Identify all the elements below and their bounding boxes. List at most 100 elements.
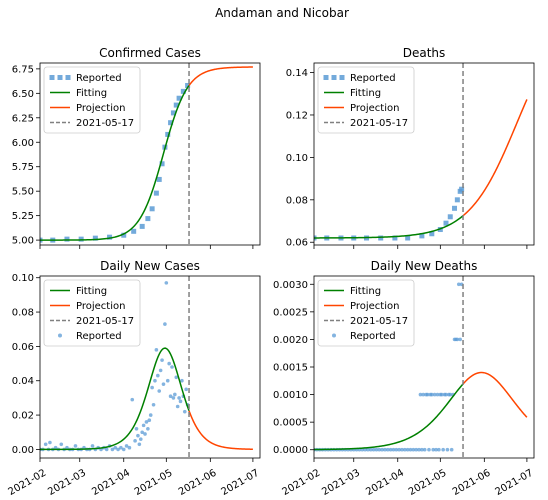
reported-point: [408, 447, 413, 452]
axes-frame: [313, 62, 535, 246]
y-tick-label: 0.06: [12, 342, 34, 353]
reported-point: [140, 430, 144, 435]
reported-point: [159, 161, 165, 167]
legend-marker: [332, 333, 336, 338]
reported-point: [180, 88, 186, 94]
reported-point: [394, 447, 399, 452]
reported-point: [388, 447, 393, 452]
legend-marker: [57, 75, 63, 80]
reported-point: [405, 235, 411, 241]
reported-point: [366, 447, 370, 452]
reported-point: [432, 392, 437, 397]
reported-point: [139, 223, 145, 229]
reported-point: [435, 392, 440, 397]
reported-point: [43, 442, 48, 447]
reported-point: [421, 392, 426, 397]
reported-point: [110, 447, 115, 452]
reported-point: [157, 389, 162, 393]
reported-point: [171, 396, 176, 400]
figure-suptitle: Andaman and Nicobar: [215, 6, 349, 20]
reported-point: [131, 228, 137, 234]
panel-daily-deaths: Daily New Deaths 0.0000 0.0005 0.0010 0.0015…: [273, 259, 535, 498]
y-tick-label: 0.10: [286, 153, 308, 164]
reported-point: [178, 399, 183, 404]
reported-point: [425, 392, 430, 397]
x-tick-label: 2021-05: [407, 468, 449, 498]
reported-point: [167, 361, 171, 366]
reported-point: [113, 445, 118, 450]
panel-deaths: Deaths 0.06 0.08 0.10 0.12 0.14 Reported Fittin…: [286, 46, 535, 249]
reported-point: [158, 368, 163, 373]
reported-point: [182, 409, 187, 414]
legend: Fitting Projection 2021-05-17 Reported: [43, 279, 141, 347]
plot-area: [40, 276, 253, 458]
legend-marker: [339, 75, 345, 80]
reported-point: [418, 392, 423, 397]
projection-line: [462, 99, 528, 217]
projection-line: [188, 410, 253, 450]
reported-point: [414, 447, 418, 452]
reported-point: [149, 206, 155, 212]
reported-point: [156, 176, 162, 182]
x-tick-label: 2021-04: [90, 468, 132, 498]
reported-point: [138, 437, 143, 441]
plot-area: [314, 276, 528, 458]
legend-label: Fitting: [350, 286, 381, 297]
y-tick-label: 5.50: [12, 187, 34, 198]
projection-line: [188, 66, 253, 86]
reported-point: [119, 445, 123, 450]
panel-daily-cases: Daily New Cases 0.00 0.02 0.04 0.06 0.08 0.10 2…: [7, 259, 262, 498]
y-tick-label: 0.14: [286, 68, 308, 79]
reported-point: [170, 365, 174, 369]
reported-point: [377, 447, 382, 452]
reported-point: [386, 447, 390, 452]
reported-point: [459, 186, 465, 192]
y-tick-label: 0.12: [286, 110, 308, 121]
reported-point: [90, 444, 95, 448]
x-tick-label: 2021-05: [133, 468, 175, 498]
reported-point: [180, 378, 184, 383]
y-tick-label: 6.75: [12, 64, 34, 75]
x-tick-label: 2021-07: [493, 468, 535, 498]
reported-point: [130, 397, 135, 402]
legend-marker: [331, 75, 337, 80]
reported-point: [363, 447, 367, 452]
reported-point: [174, 375, 179, 380]
reported-point: [78, 236, 84, 242]
legend-label: 2021-05-17: [350, 118, 408, 129]
reported-point: [53, 445, 58, 450]
y-tick-label: 5.25: [12, 211, 34, 222]
reported-point: [48, 440, 52, 445]
x-tick-label: 2021-03: [320, 468, 362, 498]
reported-point: [73, 444, 78, 448]
y-tick-label: 0.00: [12, 445, 34, 456]
legend-label: Projection: [350, 301, 399, 312]
axes-frame: [39, 275, 261, 459]
reported-point: [422, 447, 427, 452]
reported-point: [143, 432, 147, 436]
axes-frame: [39, 62, 261, 246]
reported-point: [116, 447, 120, 452]
y-tick-label: 0.0000: [273, 445, 308, 456]
fitting-line: [314, 215, 464, 239]
reported-point: [147, 418, 152, 423]
reported-point: [173, 392, 177, 397]
y-tick-label: 0.08: [12, 308, 34, 319]
legend-label: Fitting: [76, 88, 107, 99]
x-tick-label: 2021-07: [219, 468, 261, 498]
x-tick-label: 2021-06: [177, 468, 219, 498]
reported-point: [380, 447, 384, 452]
reported-point: [397, 447, 401, 452]
plot-area: [314, 63, 528, 245]
legend-label: 2021-05-17: [350, 316, 408, 327]
panel-title: Confirmed Cases: [99, 46, 201, 60]
reported-point: [434, 447, 438, 452]
y-tick-label: 0.06: [286, 238, 308, 249]
reported-point: [107, 234, 113, 240]
reported-point: [419, 233, 425, 239]
y-tick-label: 0.10: [12, 273, 34, 284]
reported-point: [429, 231, 435, 237]
legend: Fitting Projection 2021-05-17 Reported: [317, 279, 415, 347]
y-tick-label: 5.00: [12, 236, 34, 247]
